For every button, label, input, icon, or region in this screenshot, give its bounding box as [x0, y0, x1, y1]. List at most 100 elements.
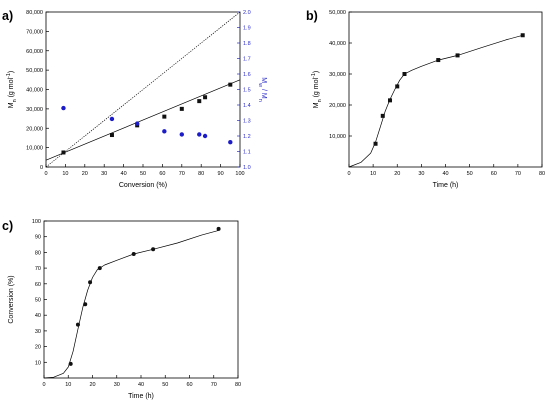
dispersity-data-point: [61, 105, 66, 111]
x-tick-label: 0: [347, 171, 350, 177]
mn-data-point: [197, 99, 202, 104]
y-tick-label: 40: [35, 313, 41, 319]
x-tick-label: 10: [65, 382, 71, 388]
x-tick-label: 100: [235, 171, 244, 177]
x-tick-label: 0: [42, 382, 45, 388]
x-tick-label: 20: [89, 382, 95, 388]
y-tick-label: 50,000: [329, 10, 346, 16]
y-right-tick-label: 1.0: [243, 165, 251, 171]
mn-data-point: [162, 114, 167, 119]
data-point: [88, 280, 93, 285]
panel-label: a): [2, 9, 13, 23]
chart-panel-3: c) 0 10 20 30 40 50 60 70 80 10 20 30 40 50 60 70 80 90 100…: [2, 219, 241, 400]
theoretical-mn-line: [45, 11, 241, 168]
x-tick-label: 40: [121, 171, 127, 177]
dispersity-data-point: [202, 133, 208, 139]
x-tick-label: 60: [491, 171, 497, 177]
x-tick-label: 20: [82, 171, 88, 177]
x-tick-label: 50: [162, 382, 168, 388]
data-point: [436, 58, 441, 63]
x-tick-label: 30: [114, 382, 120, 388]
y-tick-label: 0: [40, 165, 43, 171]
x-tick-label: 80: [198, 171, 204, 177]
data-point: [75, 322, 80, 327]
y-right-tick-label: 1.8: [243, 41, 251, 47]
y-tick-label: 10,000: [329, 134, 346, 140]
y-tick-label: 30,000: [329, 72, 346, 78]
y-right-tick-label: 1.6: [243, 72, 251, 78]
y-tick-label: 60: [35, 282, 41, 288]
x-tick-label: 80: [539, 171, 545, 177]
y-tick-label: 50: [35, 298, 41, 304]
y-right-tick-label: 1.4: [243, 103, 251, 109]
x-tick-label: 90: [218, 171, 224, 177]
mn-data-point: [109, 133, 114, 138]
x-tick-label: 70: [515, 171, 521, 177]
y-tick-label: 70: [35, 266, 41, 272]
x-tick-label: 70: [179, 171, 185, 177]
data-point: [455, 53, 460, 58]
y-right-tick-label: 2.0: [243, 10, 251, 16]
data-point: [97, 266, 102, 271]
y-right-tick-label: 1.9: [243, 26, 251, 32]
y-right-tick-label: 1.3: [243, 119, 251, 125]
y-tick-label: 80,000: [26, 10, 43, 16]
data-point: [216, 226, 221, 231]
y-tick-label: 20: [35, 345, 41, 351]
y-tick-label: 40,000: [26, 88, 43, 94]
mn-fit-line: [45, 79, 241, 161]
x-tick-label: 60: [186, 382, 192, 388]
x-axis-title: Time (h): [433, 182, 459, 189]
data-point: [83, 302, 88, 307]
chart-panel-2: b) 0 10 20 30 40 50 60 70 80 10,000 20,000 30,000 40,…: [306, 9, 545, 189]
y-tick-label: 20,000: [329, 103, 346, 109]
data-point: [380, 113, 385, 118]
x-tick-label: 10: [62, 171, 68, 177]
mn-data-point: [203, 95, 208, 100]
y-tick-label: 30: [35, 329, 41, 335]
y-tick-label: 10,000: [26, 146, 43, 152]
mn-data-point: [179, 106, 184, 111]
x-tick-label: 40: [442, 171, 448, 177]
x-axis-title: Time (h): [128, 393, 154, 400]
chart-panel-1: a) 0 10 20 30 40 50 60 70 80 90 100 0 10,000 20,000 30,…: [2, 9, 267, 189]
x-tick-label: 20: [394, 171, 400, 177]
trend-curve: [43, 230, 219, 379]
panel-label: c): [2, 219, 13, 233]
y-axis-title: Mn (g mol-1): [311, 71, 323, 109]
y-tick-label: 40,000: [329, 41, 346, 47]
x-tick-label: 40: [138, 382, 144, 388]
dispersity-data-point: [134, 121, 140, 126]
y-tick-label: 70,000: [26, 29, 43, 35]
y-tick-label: 50,000: [26, 68, 43, 74]
y-right-tick-label: 1.2: [243, 134, 251, 140]
y-right-axis-title: Mw / Mn: [257, 77, 267, 102]
mn-data-point: [228, 82, 233, 87]
data-point: [131, 251, 136, 256]
data-point: [68, 361, 73, 366]
x-tick-label: 60: [159, 171, 165, 177]
y-tick-label: 90: [35, 235, 41, 241]
dispersity-data-point: [197, 132, 202, 137]
y-tick-label: 30,000: [26, 107, 43, 113]
y-right-tick-label: 1.5: [243, 88, 251, 94]
y-tick-label: 100: [32, 219, 41, 225]
y-tick-label: 60,000: [26, 49, 43, 55]
x-tick-label: 30: [101, 171, 107, 177]
y-right-tick-label: 1.7: [243, 57, 251, 63]
dispersity-data-point: [162, 129, 167, 134]
x-tick-label: 0: [44, 171, 47, 177]
data-point: [373, 141, 378, 146]
x-tick-label: 10: [370, 171, 376, 177]
y-tick-label: 10: [35, 360, 41, 366]
data-point: [388, 98, 393, 103]
data-point: [402, 72, 407, 76]
mn-data-point: [61, 150, 66, 155]
dispersity-data-point: [179, 132, 184, 137]
x-tick-label: 30: [418, 171, 424, 177]
data-point: [520, 33, 525, 38]
y-tick-label: 20,000: [26, 126, 43, 132]
panel-label: b): [306, 9, 318, 23]
y-tick-label: 80: [35, 250, 41, 256]
